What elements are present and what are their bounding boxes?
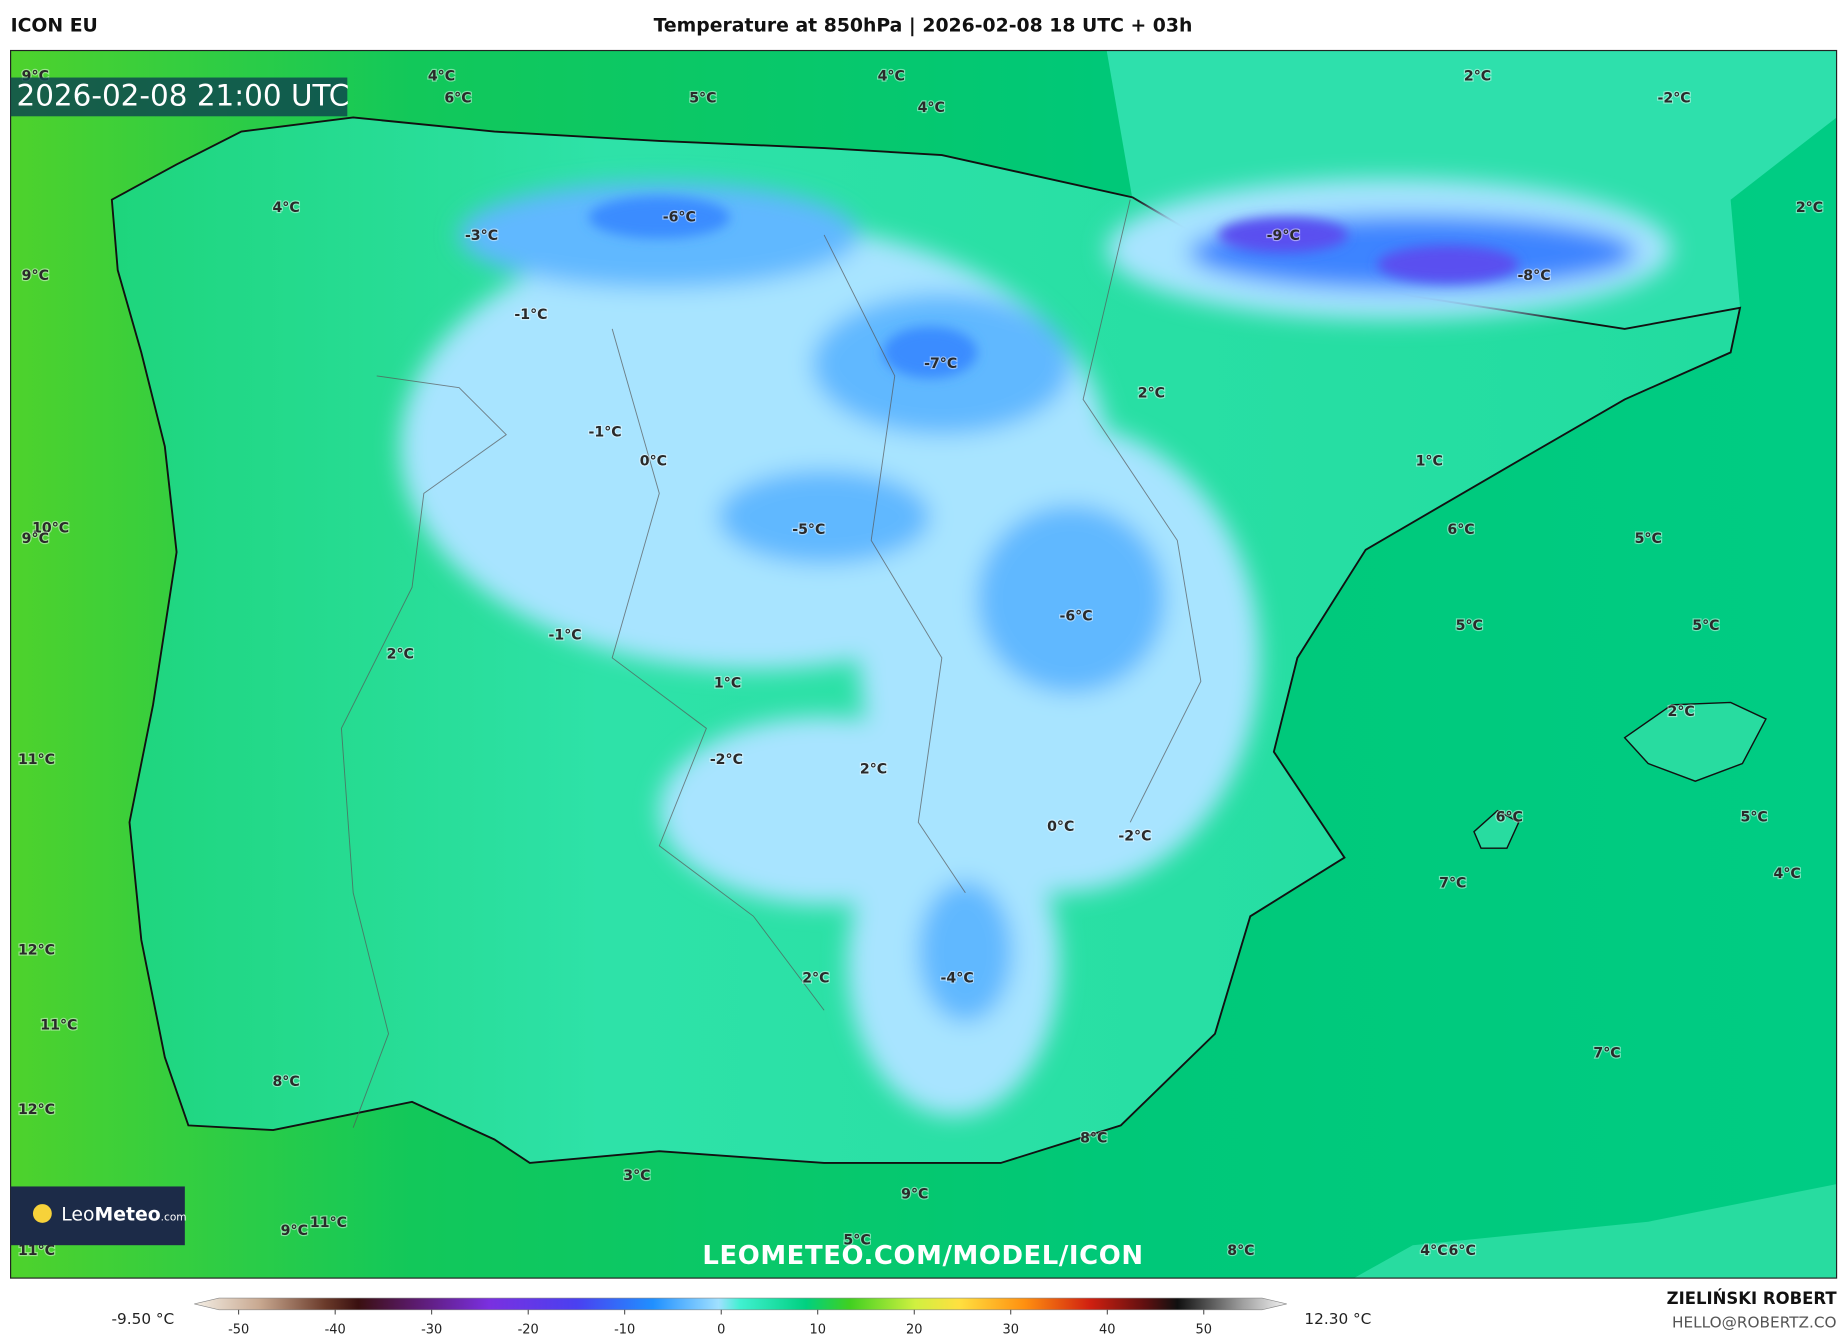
temperature-label: 7°C	[1439, 875, 1466, 891]
temperature-label: 2°C	[802, 971, 829, 987]
colorbar-tick-label: -40	[325, 1322, 346, 1337]
temperature-label: 11°C	[18, 752, 55, 768]
temperature-label: 8°C	[272, 1074, 299, 1090]
colorbar-tick-label: -20	[518, 1322, 539, 1337]
temperature-label: 5°C	[689, 91, 716, 107]
temperature-label: -2°C	[710, 752, 743, 768]
temperature-label: 2°C	[1138, 386, 1165, 402]
colorbar-tick-label: 50	[1196, 1322, 1212, 1337]
colorbar-tick-label: 30	[1003, 1322, 1019, 1337]
temperature-label: 12°C	[18, 942, 55, 958]
temperature-label: 4°C	[428, 68, 455, 84]
time-box	[10, 77, 348, 117]
temperature-label: -2°C	[1658, 91, 1691, 107]
temperature-label: 11°C	[310, 1215, 347, 1231]
temperature-label: 2°C	[1796, 200, 1823, 216]
temperature-label: 11°C	[18, 1243, 55, 1259]
temperature-label: 5°C	[1692, 618, 1719, 634]
temperature-label: 4°C	[878, 68, 905, 84]
temperature-label: 12°C	[18, 1102, 55, 1118]
temperature-label: 1°C	[714, 676, 741, 692]
temperature-label: 7°C	[1593, 1046, 1620, 1062]
temperature-label: -7°C	[924, 356, 957, 372]
watermark: LEOMETEO.COM/MODEL/ICON	[702, 1241, 1143, 1271]
temperature-label: -1°C	[589, 424, 622, 440]
temperature-label: 8°C	[1227, 1243, 1254, 1259]
logo-meteo: Meteo	[94, 1205, 160, 1226]
temperature-label: 8°C	[1080, 1130, 1107, 1146]
colorbar-max: 12.30 °C	[1304, 1310, 1371, 1328]
temperature-label: 4°C	[918, 100, 945, 116]
temperature-label: 9°C	[901, 1187, 928, 1203]
temperature-label: -3°C	[465, 228, 498, 244]
colorbar-tick-label: -10	[614, 1322, 635, 1337]
temperature-labels: 4°C6°C 5°C4°C4°C2°C-2°C9°C4°C-3°C-6°C-9°C…	[17, 67, 1825, 1260]
north-africa	[1353, 1184, 1837, 1279]
mallorca	[1623, 701, 1767, 782]
temperature-label: 3°C	[623, 1168, 650, 1184]
temperature-label: 2°C	[1668, 704, 1695, 720]
temperature-label: 6°C	[444, 91, 471, 107]
temperature-label: -1°C	[549, 628, 582, 644]
logo-sun	[32, 1204, 52, 1223]
map-title: Temperature at 850hPa | 2026-02-08 18 UT…	[654, 16, 1193, 37]
temperature-label: 9°C	[22, 531, 49, 547]
temperature-label: 5°C	[1456, 618, 1483, 634]
very-cold-areas	[588, 196, 1519, 379]
temperature-label: 9°C	[281, 1223, 308, 1239]
temperature-label: 4°C	[1774, 866, 1801, 882]
model-name: ICON EU	[11, 16, 98, 37]
colorbar-tick-label: -50	[228, 1322, 249, 1337]
ibiza	[1473, 809, 1520, 849]
valid-time: 2026-02-08 21:00 UTC	[16, 79, 349, 113]
temperature-label: 9°C	[22, 268, 49, 284]
temperature-label: 6°C	[1447, 522, 1474, 538]
temperature-label: 2°C	[387, 646, 414, 662]
colorbar-tick-label: -30	[421, 1322, 442, 1337]
temperature-label: 0°C	[1047, 819, 1074, 835]
temperature-label: -4°C	[941, 971, 974, 987]
logo-text: LeoMeteo.com	[61, 1205, 186, 1226]
temperature-label: 1°C	[1416, 454, 1443, 470]
temperature-label: 6°C	[1496, 810, 1523, 826]
temperature-label: -1°C	[514, 307, 547, 323]
temperature-label: -2°C	[1118, 828, 1151, 844]
temperature-label: 2°C	[1464, 68, 1491, 84]
colorbar-tick-label: 20	[906, 1322, 922, 1337]
colorbar-tick-label: 10	[809, 1322, 825, 1337]
temperature-label: 2°C	[860, 761, 887, 777]
temperature-label: 11°C	[40, 1018, 77, 1034]
credit-author: ZIELIŃSKI ROBERT	[1667, 1289, 1838, 1308]
colorbar	[194, 1297, 1287, 1311]
colorbar-min: -9.50 °C	[112, 1310, 175, 1328]
colorbar-ticks: -50 -40 -30 -20 -10 0 10 20 30 40 50	[228, 1309, 1212, 1337]
colorbar-tick-label: 40	[1099, 1322, 1115, 1337]
temperature-label: -6°C	[663, 209, 696, 225]
temperature-label: 5°C	[1635, 531, 1662, 547]
temperature-label: -5°C	[792, 522, 825, 538]
temperature-label: 6°C	[1449, 1243, 1476, 1259]
temperature-label: 0°C	[640, 454, 667, 470]
colorbar-tick-label: 0	[717, 1322, 725, 1337]
temperature-label: -9°C	[1267, 228, 1300, 244]
temperature-label: -8°C	[1517, 268, 1550, 284]
logo-suffix: .com	[161, 1212, 187, 1224]
temperature-label: -6°C	[1059, 609, 1092, 625]
map-area	[10, 50, 1837, 1279]
borders	[340, 199, 1202, 1128]
credit-contact: HELLO@ROBERTZ.CO	[1672, 1313, 1837, 1331]
logo-leo: Leo	[61, 1205, 94, 1226]
temperature-label: 5°C	[843, 1233, 870, 1249]
temperature-label: 5°C	[1741, 810, 1768, 826]
temperature-label: 4°C	[272, 200, 299, 216]
temperature-label: 4°C	[1420, 1243, 1447, 1259]
map-frame	[10, 49, 1838, 1279]
temperature-label: 10°C	[32, 521, 69, 537]
